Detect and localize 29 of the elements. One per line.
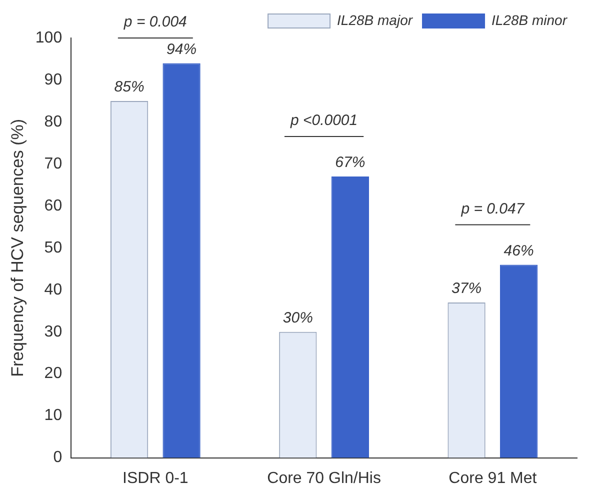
- legend-label: IL28B major: [337, 12, 414, 28]
- data-label: 67%: [335, 154, 366, 172]
- x-tick-label: Core 70 Gln/His: [267, 470, 381, 487]
- y-tick-label: 40: [44, 281, 62, 298]
- y-tick-label: 80: [44, 113, 62, 130]
- annotation: p = 0.047: [460, 200, 525, 218]
- y-axis-title: Frequency of HCV sequences (%): [8, 118, 27, 377]
- x-tick-label: ISDR 0-1: [122, 470, 188, 487]
- data-label: 94%: [166, 40, 197, 58]
- y-tick-label: 90: [44, 71, 62, 88]
- data-label: 30%: [282, 310, 313, 327]
- data-label: 46%: [504, 242, 534, 260]
- x-tick-label: Core 91 Met: [448, 470, 538, 487]
- bar: [331, 176, 370, 458]
- bar: [500, 264, 538, 458]
- annotation: p <0.0001: [289, 112, 358, 130]
- y-tick-label: 50: [44, 239, 62, 256]
- y-tick-label: 70: [44, 155, 62, 172]
- y-tick-label: 100: [35, 29, 62, 46]
- bar: [162, 63, 200, 458]
- data-label: 37%: [452, 280, 482, 298]
- y-tick-label: 10: [44, 407, 62, 424]
- legend-label: IL28B minor: [492, 12, 568, 28]
- y-tick-label: 0: [53, 449, 62, 466]
- text: p = 0.004: [122, 14, 187, 31]
- y-tick-label: 60: [44, 197, 62, 214]
- data-label: 85%: [114, 78, 144, 96]
- y-tick-label: 20: [44, 365, 62, 382]
- y-tick-label: 30: [44, 323, 62, 340]
